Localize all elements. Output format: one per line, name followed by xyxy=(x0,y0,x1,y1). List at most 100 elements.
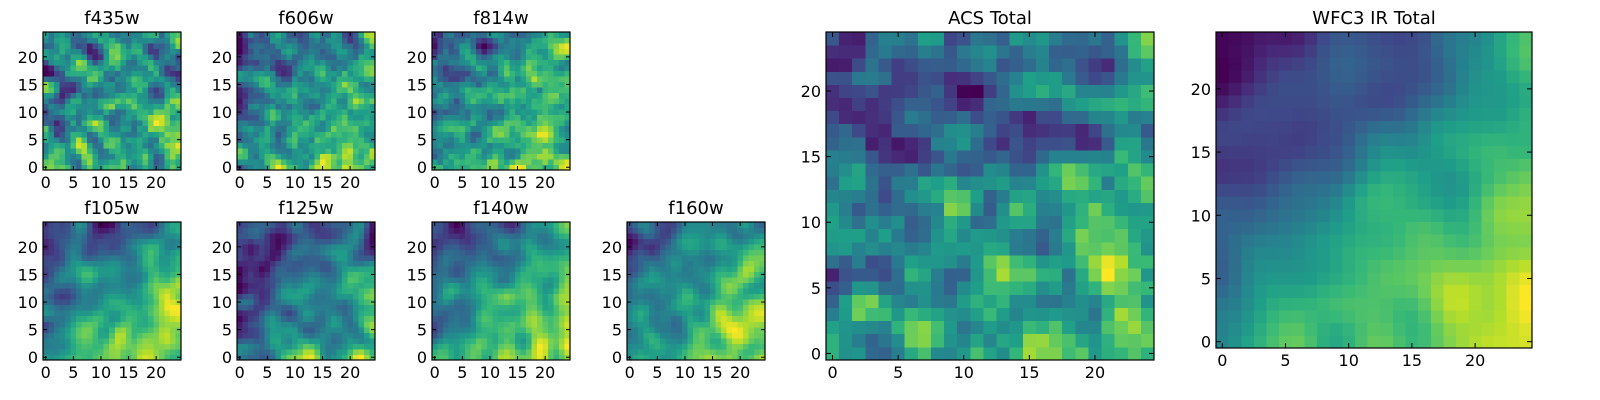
heatmap-cell xyxy=(142,260,149,267)
heatmap-cell xyxy=(671,321,678,328)
heatmap-cell xyxy=(237,304,243,311)
heatmap-cell xyxy=(308,321,315,328)
heatmap-cell xyxy=(336,59,343,66)
heatmap-cell xyxy=(443,32,449,38)
heatmap-cell xyxy=(731,348,738,355)
heatmap-cell xyxy=(297,87,304,94)
heatmap-cell xyxy=(120,92,127,99)
heatmap-cell xyxy=(314,354,321,361)
heatmap-cell xyxy=(169,70,176,77)
heatmap-cell xyxy=(142,98,149,105)
panel-title: f435w xyxy=(84,8,139,29)
heatmap-cell xyxy=(891,176,906,190)
heatmap-cell xyxy=(878,228,892,243)
heatmap-cell xyxy=(352,315,359,322)
heatmap-cell xyxy=(303,277,310,284)
heatmap-cell xyxy=(753,260,760,267)
heatmap-cell xyxy=(742,260,749,267)
heatmap-cell xyxy=(476,255,483,262)
heatmap-cell xyxy=(114,354,121,361)
heatmap-cell xyxy=(638,321,644,328)
heatmap-cell xyxy=(319,227,326,234)
heatmap-cell xyxy=(147,109,154,116)
heatmap-cell xyxy=(330,348,337,355)
heatmap-cell xyxy=(81,59,88,66)
heatmap-cell xyxy=(1075,294,1089,308)
heatmap-cell xyxy=(330,70,337,77)
heatmap-cell xyxy=(983,268,997,282)
heatmap-cell xyxy=(465,233,472,239)
heatmap-cell xyxy=(731,222,738,228)
heatmap-cell xyxy=(536,271,543,278)
heatmap-cell xyxy=(169,164,176,171)
heatmap-cell xyxy=(369,348,376,355)
heatmap-cell xyxy=(481,43,488,49)
heatmap-cell xyxy=(665,348,672,355)
heatmap-cell xyxy=(259,70,265,77)
heatmap-cell xyxy=(147,337,154,344)
heatmap-cell xyxy=(660,348,667,355)
heatmap-cell xyxy=(120,293,127,300)
heatmap-cell xyxy=(470,315,477,322)
heatmap-cell xyxy=(676,332,683,339)
heatmap-cell xyxy=(175,43,182,49)
heatmap-cell xyxy=(81,120,88,127)
heatmap-cell xyxy=(759,282,766,289)
heatmap-cell xyxy=(98,54,105,60)
heatmap-cell xyxy=(248,70,254,77)
heatmap-cell xyxy=(325,233,332,239)
heatmap-cell xyxy=(109,142,116,149)
heatmap-cell xyxy=(70,120,77,127)
heatmap-cell xyxy=(363,125,370,132)
heatmap-cell xyxy=(54,158,60,165)
heatmap-cell xyxy=(248,260,254,267)
heatmap-cell xyxy=(852,268,866,282)
heatmap-cell xyxy=(363,255,370,262)
heatmap-cell xyxy=(92,332,99,339)
heatmap-cell xyxy=(147,103,154,110)
heatmap-cell xyxy=(547,136,554,143)
heatmap-cell xyxy=(443,310,449,317)
heatmap-cell xyxy=(996,307,1011,322)
heatmap-cell xyxy=(314,332,321,339)
x-tick-label: 5 xyxy=(457,173,467,192)
heatmap-cell xyxy=(292,227,299,234)
heatmap-cell xyxy=(878,163,892,177)
heatmap-cells xyxy=(237,32,376,171)
heatmap-cell xyxy=(242,103,249,110)
heatmap-cell xyxy=(352,142,359,149)
heatmap-cell xyxy=(314,48,321,55)
heatmap-cell xyxy=(303,271,310,278)
heatmap-cell xyxy=(248,266,254,273)
heatmap-cell xyxy=(957,163,971,177)
heatmap-cell xyxy=(352,238,359,245)
heatmap-cell xyxy=(59,103,66,110)
heatmap-cell xyxy=(308,120,315,127)
heatmap-cell xyxy=(292,70,299,77)
heatmap-cell xyxy=(369,120,376,127)
heatmap-cell xyxy=(470,48,477,55)
heatmap-cell xyxy=(319,249,326,256)
heatmap-cell xyxy=(347,332,354,339)
heatmap-cell xyxy=(336,136,343,143)
heatmap-cell xyxy=(704,260,711,267)
heatmap-cell xyxy=(709,315,716,322)
heatmap-cell xyxy=(944,281,958,295)
heatmap-cell xyxy=(363,54,370,60)
heatmap-cell xyxy=(465,277,472,284)
heatmap-cell xyxy=(632,249,639,256)
x-tick-label: 10 xyxy=(675,363,695,382)
heatmap-cell xyxy=(297,103,304,110)
heatmap-cell xyxy=(459,321,466,328)
y-tick-label: 5 xyxy=(417,131,427,150)
heatmap-cell xyxy=(654,282,661,289)
heatmap-cell xyxy=(270,153,277,160)
heatmap-cell xyxy=(520,266,527,273)
heatmap-cell xyxy=(336,293,343,300)
heatmap-cell xyxy=(325,299,332,306)
heatmap-cell xyxy=(481,255,488,262)
heatmap-cell xyxy=(92,282,99,289)
heatmap-cell xyxy=(98,304,105,311)
heatmap-cell xyxy=(308,142,315,149)
heatmap-cell xyxy=(498,164,505,171)
